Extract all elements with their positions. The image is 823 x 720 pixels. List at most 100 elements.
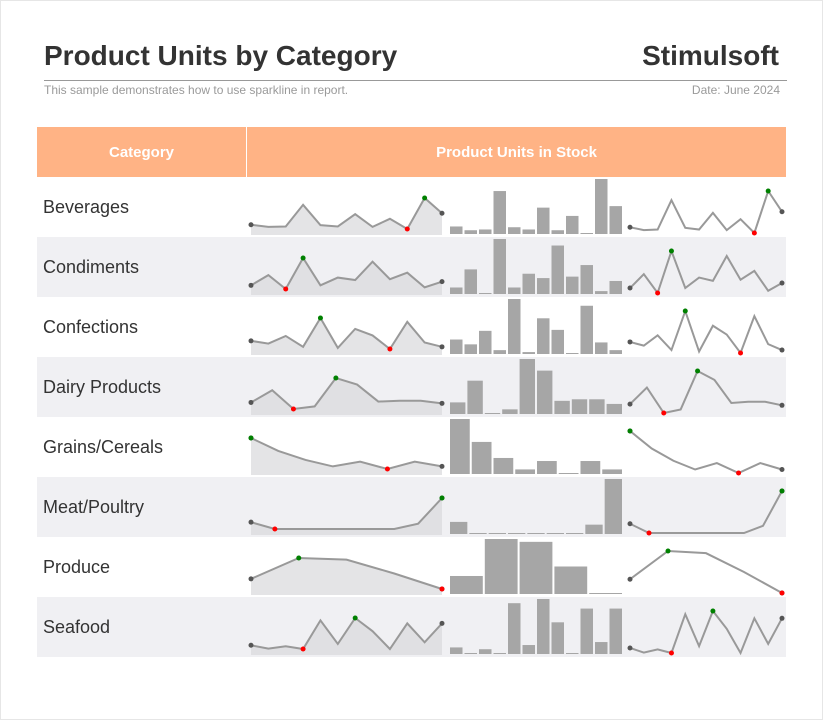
area-low-point <box>384 466 390 472</box>
area-first-point <box>248 399 254 405</box>
sparkline-bar <box>479 330 492 354</box>
line-low-point <box>668 650 674 656</box>
report-subtitle: This sample demonstrates how to use spar… <box>44 83 349 97</box>
category-name: Meat/Poultry <box>43 496 145 517</box>
sparkline-area-line <box>250 556 443 590</box>
table-row: Confections <box>37 297 786 357</box>
area-last-point <box>439 620 445 626</box>
line-last-point <box>779 402 785 408</box>
sparkline-area-fill <box>251 198 442 235</box>
sparkline-bar <box>479 293 492 294</box>
table-header: Category Product Units in Stock <box>37 127 786 177</box>
sparkline-area-line <box>250 616 443 651</box>
sparkline-bar <box>566 215 579 234</box>
sparkline-bar <box>595 642 608 654</box>
area-last-point <box>439 344 445 350</box>
area-high-point <box>422 195 428 201</box>
line-last-point <box>779 615 785 621</box>
sparkline-bar <box>546 533 564 534</box>
line-low-point <box>661 410 667 416</box>
sparkline-bar <box>604 479 622 534</box>
line-high-point <box>765 188 771 194</box>
sparkline-bar <box>493 191 506 234</box>
table-row: Grains/Cereals <box>37 417 786 477</box>
sparkline-bar <box>580 233 593 234</box>
sparkline-bar <box>471 441 492 474</box>
sparkline-group <box>248 479 785 536</box>
line-first-point <box>627 401 633 407</box>
sparkline-group <box>248 419 785 476</box>
sparkline-bar <box>580 265 593 294</box>
sparkline-group <box>248 239 785 296</box>
sparkline-bar <box>450 575 483 594</box>
table-row: Produce <box>37 537 786 597</box>
sparkline-bar <box>484 413 501 414</box>
line-last-point <box>779 467 785 472</box>
category-name: Produce <box>43 556 111 577</box>
sparkline-bar <box>566 353 579 354</box>
brand-name: Stimulsoft <box>642 40 779 71</box>
line-first-point <box>627 339 633 345</box>
sparkline-bar <box>508 533 526 534</box>
area-low-point <box>290 406 296 412</box>
table-row: Meat/Poultry <box>37 477 786 537</box>
sparkline-bar <box>464 344 477 354</box>
area-last-point <box>439 463 445 469</box>
line-first-point <box>627 285 633 291</box>
line-high-point <box>710 608 716 614</box>
sparkline-bar <box>479 229 492 234</box>
area-high-point <box>317 315 323 321</box>
sparkline-group <box>248 359 785 416</box>
sparkline-area-fill <box>251 558 442 595</box>
sparkline-area-line <box>250 497 443 530</box>
sparkline-bar <box>527 533 545 534</box>
line-low-point <box>738 350 744 356</box>
sparkline-area-line <box>250 196 443 231</box>
sparkline-bar <box>464 230 477 234</box>
header-units: Product Units in Stock <box>436 143 597 161</box>
area-first-point <box>248 519 254 525</box>
category-name: Grains/Cereals <box>43 436 164 457</box>
sparkline-bar <box>522 229 535 234</box>
line-first-point <box>627 521 633 527</box>
sparkline-bar <box>508 603 521 654</box>
sparkline-bar <box>551 622 564 654</box>
line-low-point <box>779 590 785 596</box>
line-high-point <box>665 548 671 554</box>
sparkline-area-fill <box>251 318 442 355</box>
area-low-point <box>283 286 289 292</box>
category-name: Beverages <box>43 196 130 217</box>
sparkline-bar <box>508 227 521 234</box>
sparkline-bar <box>609 608 622 654</box>
sparkline-bar <box>519 359 535 414</box>
table-row: Dairy Products <box>37 357 786 417</box>
sparkline-bar <box>537 370 553 414</box>
line-first-point <box>627 576 633 582</box>
sparkline-bar <box>566 653 579 654</box>
report-title: Product Units by Category <box>44 40 398 71</box>
sparkline-bar <box>450 339 463 354</box>
line-last-point <box>779 209 785 215</box>
header-category: Category <box>37 127 247 177</box>
line-high-point <box>682 308 688 314</box>
line-low-point <box>736 470 742 476</box>
category-name: Condiments <box>43 256 140 277</box>
sparkline-bar <box>450 647 463 654</box>
line-first-point <box>627 645 633 651</box>
sparkline-bar <box>551 329 564 354</box>
sparkline-area-fill <box>251 378 442 415</box>
sparkline-bar <box>537 461 557 474</box>
sparkline-bar <box>450 287 463 294</box>
area-high-point <box>352 615 358 621</box>
sparkline-bar <box>566 533 584 534</box>
area-last-point <box>439 210 445 216</box>
line-low-point <box>646 530 652 536</box>
area-last-point <box>439 279 445 285</box>
sparkline-bar <box>580 461 601 474</box>
report-date: Date: June 2024 <box>691 83 780 97</box>
area-first-point <box>248 642 254 648</box>
sparkline-bar <box>609 206 622 234</box>
sparkline-area-line <box>250 316 443 351</box>
sparkline-bar <box>537 318 550 354</box>
sparkline-bar <box>508 299 521 354</box>
